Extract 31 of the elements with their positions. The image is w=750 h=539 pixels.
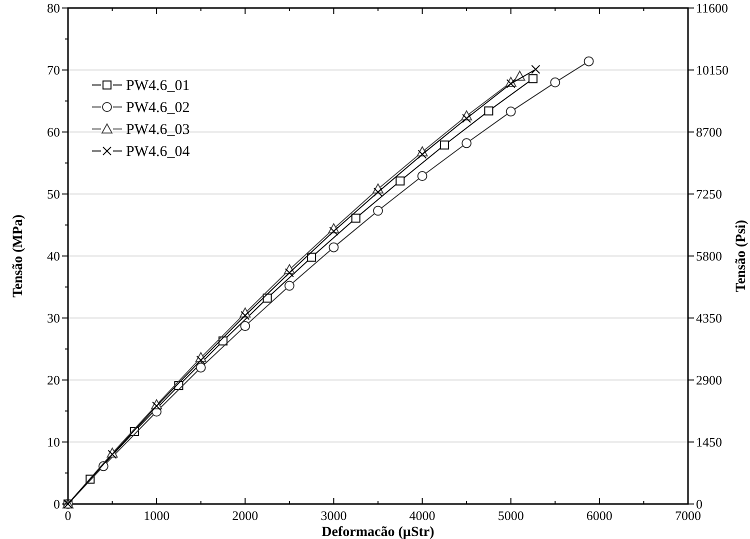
y-tick-label: 60	[47, 124, 60, 140]
x-axis-title: Deformacão (µStr)	[322, 525, 435, 539]
y2-axis-title: Tensão (Psi)	[734, 220, 749, 292]
y-tick-label: 70	[47, 62, 60, 78]
y2-tick-label: 1450	[696, 434, 722, 450]
x-tick-label: 0	[64, 508, 72, 523]
y-tick-label: 0	[54, 496, 60, 512]
y-tick-label: 80	[47, 0, 60, 16]
y-tick-label: 10	[47, 434, 60, 450]
y2-tick-label: 8700	[696, 124, 722, 140]
legend-label: PW4.6_04	[126, 144, 190, 160]
legend-label: PW4.6_03	[126, 122, 190, 138]
x-tick-label: 1000	[144, 508, 170, 523]
y2-tick-label: 5800	[696, 248, 722, 264]
y-tick-label: 20	[47, 372, 60, 388]
y2-tick-label: 2900	[696, 372, 722, 388]
y2-tick-label: 7250	[696, 186, 722, 202]
y2-tick-label: 4350	[696, 310, 722, 326]
x-tick-label: 2000	[232, 508, 258, 523]
y-tick-label: 50	[47, 186, 60, 202]
y2-tick-label: 10150	[696, 62, 728, 78]
y2-tick-label: 11600	[696, 0, 728, 16]
x-tick-label: 4000	[409, 508, 436, 523]
y-tick-label: 30	[47, 310, 60, 326]
y-axis-title: Tensão (MPa)	[11, 214, 26, 298]
y-tick-label: 40	[47, 248, 60, 264]
x-tick-label: 6000	[586, 508, 612, 523]
x-tick-label: 3000	[320, 508, 347, 523]
legend-label: PW4.6_01	[126, 78, 190, 94]
x-tick-label: 5000	[498, 508, 524, 523]
legend-label: PW4.6_02	[126, 100, 190, 116]
